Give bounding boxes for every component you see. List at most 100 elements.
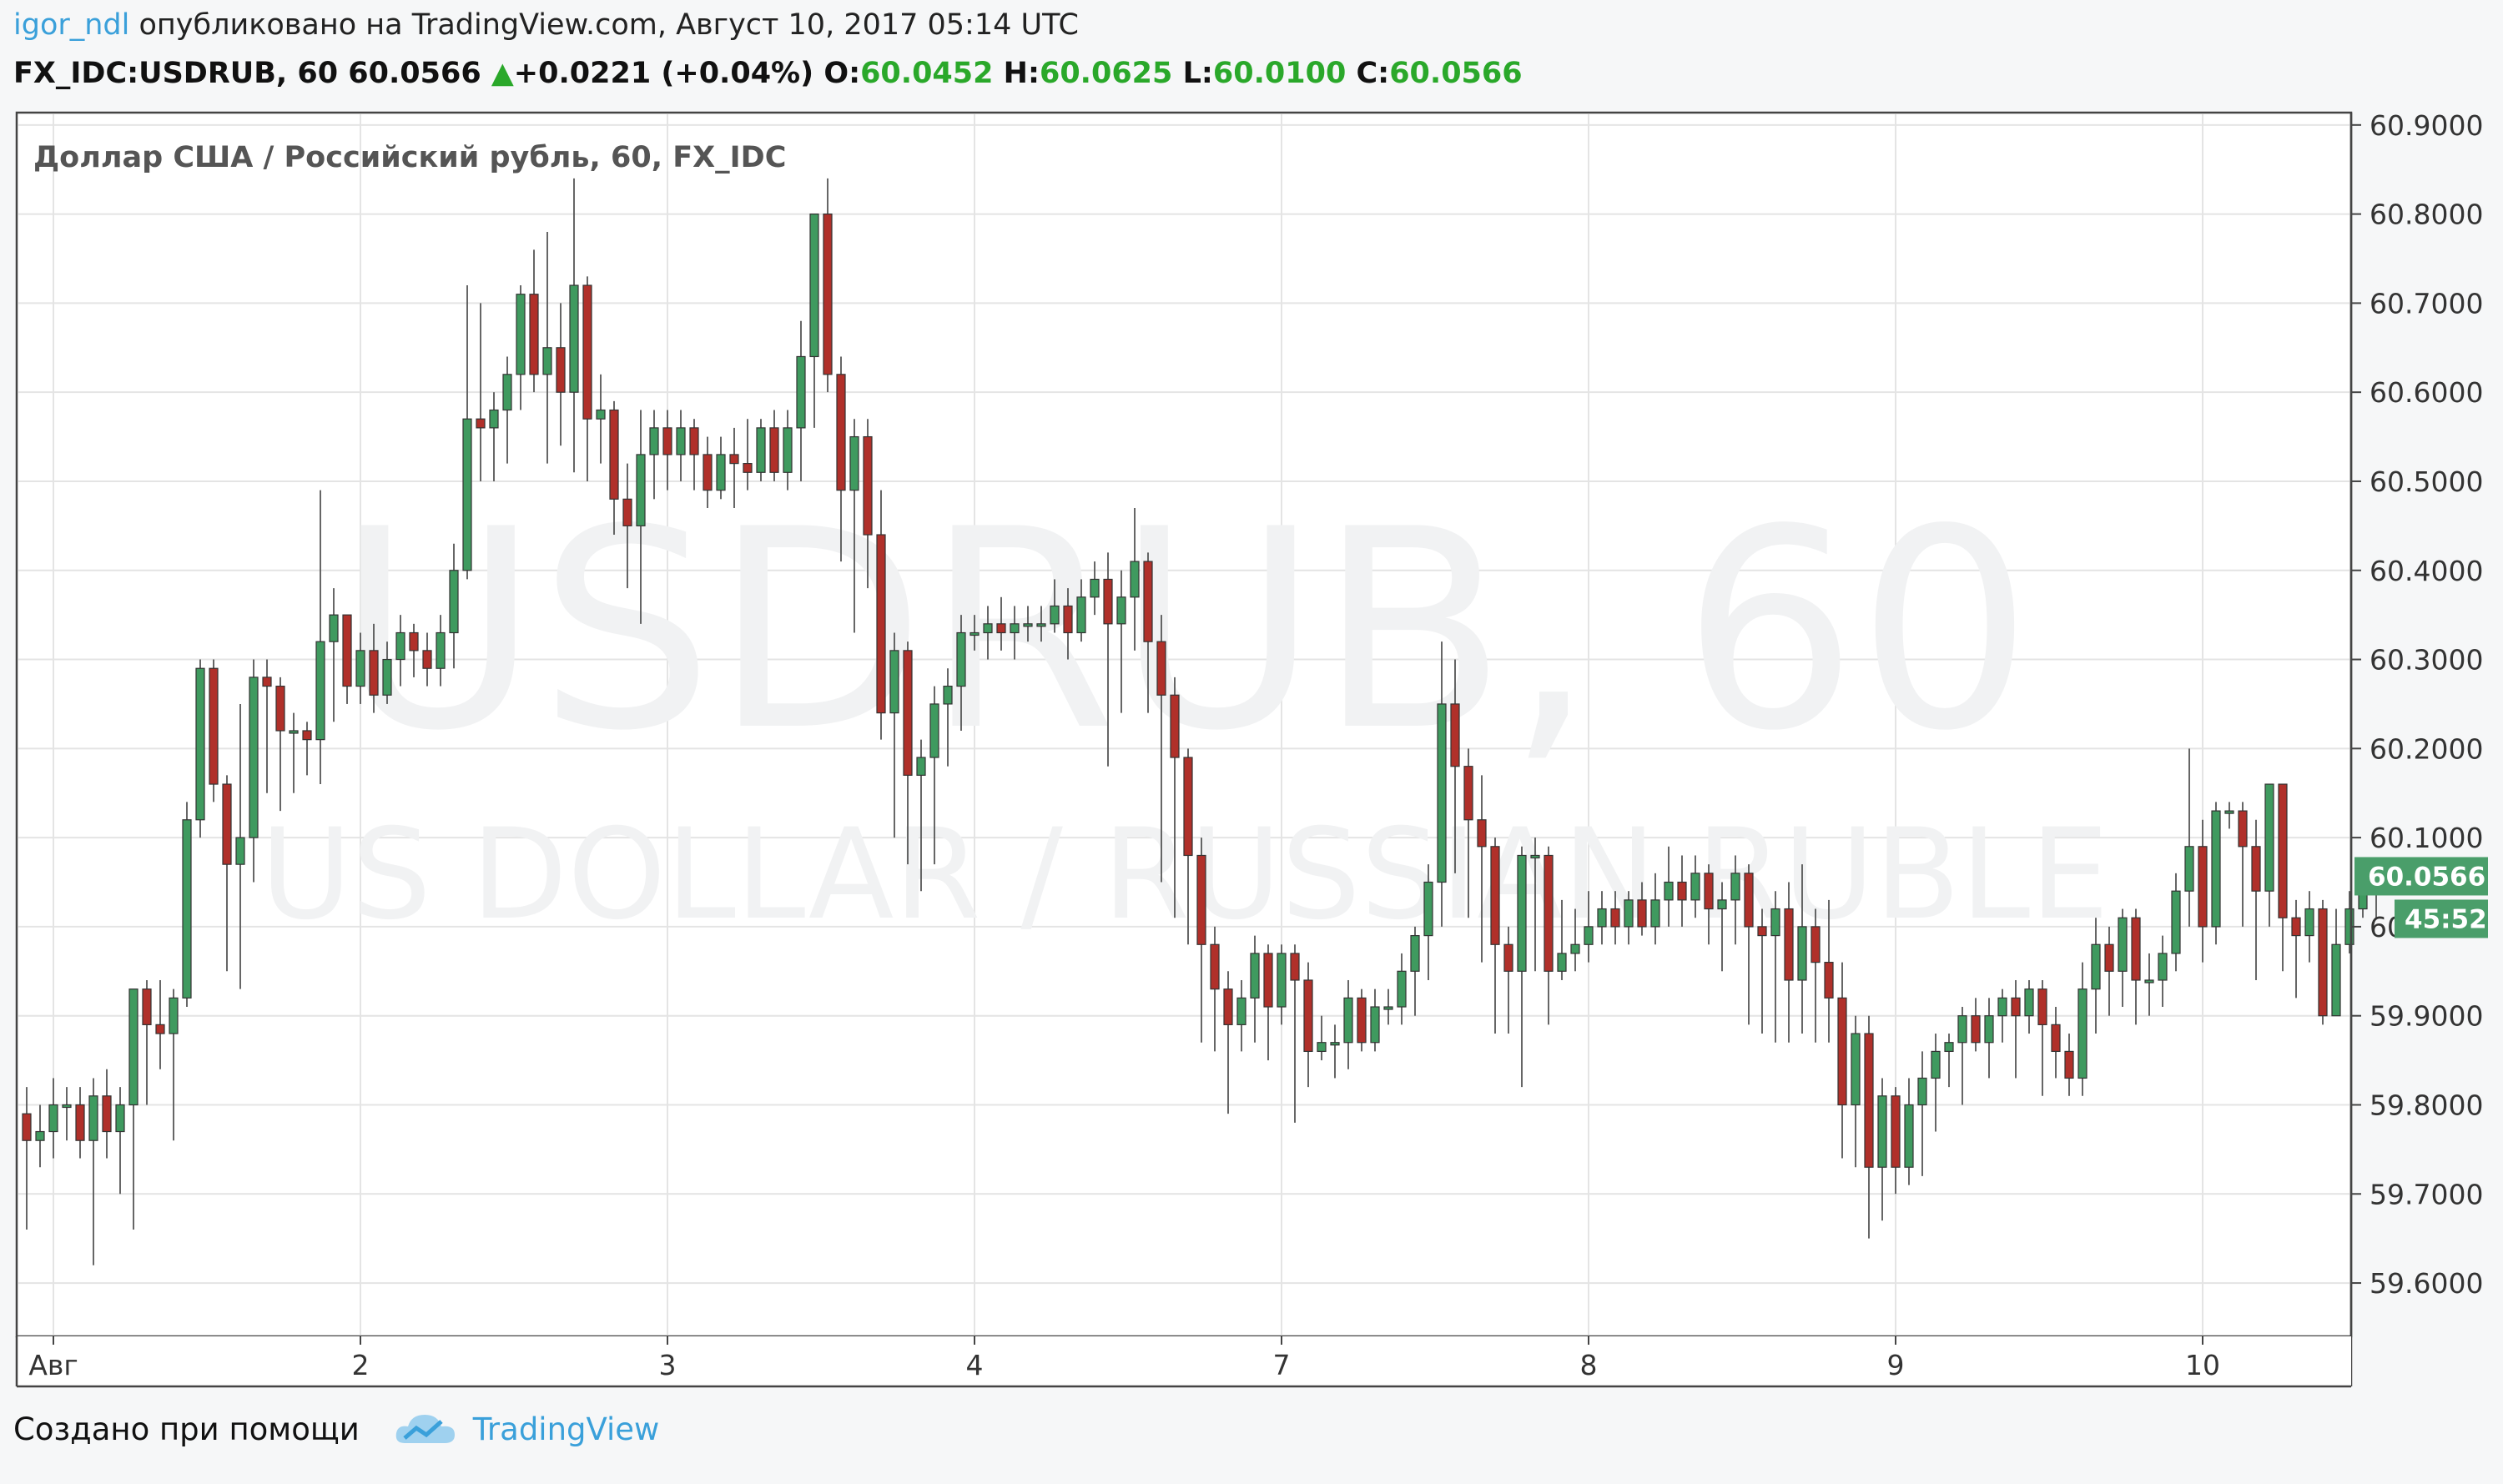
- symbol-quote-line: FX_IDC:USDRUB, 60 60.0566 ▲+0.0221 (+0.0…: [13, 57, 1523, 90]
- candle-body: [2251, 846, 2261, 892]
- author-link[interactable]: igor_ndl: [13, 8, 130, 42]
- candle: [1277, 944, 1287, 1025]
- candle-body: [315, 641, 325, 741]
- candle: [1730, 855, 1740, 945]
- candle: [2051, 1007, 2061, 1079]
- candle-body: [1971, 1015, 1981, 1044]
- candle: [2184, 748, 2194, 927]
- candle-body: [462, 418, 472, 571]
- tradingview-cloud-icon[interactable]: [393, 1410, 458, 1448]
- candle: [2024, 979, 2034, 1034]
- candle-body: [1784, 908, 1794, 981]
- candle-body: [889, 650, 899, 714]
- candle-body: [1250, 953, 1260, 999]
- candle: [1263, 944, 1273, 1061]
- candle-body: [1170, 694, 1180, 758]
- candle: [1183, 748, 1193, 945]
- candle-body: [1877, 1095, 1887, 1168]
- candle-body: [1076, 596, 1086, 634]
- candle-body: [542, 347, 552, 375]
- candle-body: [1891, 1095, 1901, 1168]
- chart-background: [17, 113, 2351, 1336]
- candle: [596, 374, 606, 464]
- candle-body: [1864, 1033, 1874, 1168]
- candle-body: [1317, 1042, 1327, 1053]
- candle: [1343, 979, 1353, 1069]
- candle: [542, 231, 552, 464]
- close-label: C:: [1356, 57, 1390, 90]
- candle: [863, 419, 873, 589]
- candle: [1156, 615, 1166, 883]
- candle: [1864, 1015, 1874, 1239]
- candle: [1837, 962, 1847, 1159]
- candle-body: [2224, 810, 2234, 814]
- candle: [1877, 1078, 1887, 1221]
- candle: [2011, 979, 2021, 1079]
- price-tick-label: 60.2000: [2370, 732, 2483, 765]
- candle-body: [2318, 908, 2328, 1017]
- candle-body: [1650, 899, 1660, 928]
- candle: [1450, 659, 1460, 873]
- countdown-text: 45:52: [2405, 904, 2487, 934]
- candle-body: [823, 214, 833, 375]
- candle: [1050, 579, 1060, 633]
- candle-body: [1757, 926, 1767, 937]
- candle-body: [2331, 943, 2341, 1017]
- candle: [1210, 926, 1220, 1052]
- candle-body: [1036, 623, 1046, 627]
- candle-body: [209, 667, 219, 785]
- candle-body: [1437, 703, 1447, 883]
- candle-body: [1397, 970, 1407, 1008]
- grid-lines: [18, 114, 2349, 1335]
- candle-body: [115, 1104, 125, 1133]
- candle: [636, 410, 646, 624]
- candle: [1437, 641, 1447, 927]
- candle: [516, 285, 526, 410]
- candle: [369, 623, 379, 713]
- candle-body: [195, 667, 205, 821]
- candle: [436, 615, 446, 687]
- candle: [943, 668, 953, 767]
- candle: [1517, 846, 1527, 1088]
- candle: [355, 632, 365, 704]
- high-value: 60.0625: [1039, 57, 1173, 90]
- candle-body: [1824, 962, 1834, 999]
- up-arrow-icon: ▲: [491, 57, 514, 90]
- candle: [2037, 979, 2047, 1096]
- candle-body: [1610, 908, 1620, 928]
- time-axis[interactable]: Авг 2 3 4 7 8 9 10: [28, 1336, 2220, 1381]
- candle: [1690, 855, 1700, 918]
- candle-body: [1837, 997, 1847, 1106]
- tradingview-brand[interactable]: TradingView: [472, 1411, 660, 1447]
- candle: [889, 632, 899, 838]
- candle: [1036, 606, 1046, 642]
- candle: [422, 632, 432, 687]
- candle-body: [22, 1113, 32, 1141]
- candle: [449, 543, 459, 669]
- candle: [1303, 962, 1313, 1088]
- price-tick-label: 59.8000: [2370, 1089, 2483, 1121]
- candle-body: [382, 658, 392, 696]
- candle-body: [1383, 1006, 1393, 1010]
- candle: [302, 722, 312, 776]
- open-value: 60.0452: [860, 57, 994, 90]
- high-label: H:: [1003, 57, 1040, 90]
- candle: [1704, 864, 1714, 945]
- candle-body: [302, 730, 312, 741]
- candle: [342, 614, 352, 704]
- candle-body: [88, 1095, 98, 1141]
- close-value: 60.0566: [1389, 57, 1523, 90]
- price-tick-label: 60.8000: [2370, 199, 2483, 231]
- candle-body: [1997, 997, 2007, 1017]
- candle-body: [1156, 641, 1166, 696]
- candle-body: [649, 427, 659, 455]
- candle-body: [1463, 766, 1473, 821]
- candle: [756, 419, 766, 481]
- candle: [649, 410, 659, 500]
- candle-body: [1730, 873, 1740, 901]
- candle-body: [783, 427, 793, 473]
- price-axis[interactable]: 60.9000 60.8000 60.7000 60.6000 60.5000 60.40…: [2351, 109, 2483, 1300]
- candle-body: [1530, 854, 1540, 859]
- candle: [849, 419, 859, 633]
